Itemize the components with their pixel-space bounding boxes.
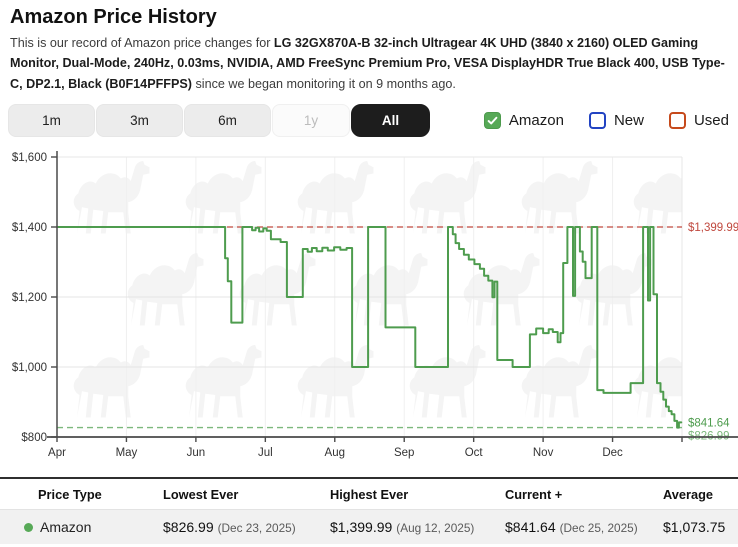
range-3m-button[interactable]: 3m xyxy=(96,104,183,137)
page-title: Amazon Price History xyxy=(10,6,217,28)
y-tick-label: $1,200 xyxy=(12,292,47,304)
range-6m-button[interactable]: 6m xyxy=(184,104,271,137)
price-line-amazon xyxy=(56,226,683,429)
y-tick-label: $1,000 xyxy=(12,362,47,374)
price-history-chart[interactable]: $1,399.99$826.99$841.64$800$1,000$1,200$… xyxy=(0,145,738,463)
highest-price-label: $1,399.99 xyxy=(688,222,738,234)
highest-date: (Aug 12, 2025) xyxy=(396,521,475,535)
price-summary-table: Price Type Lowest Ever Highest Ever Curr… xyxy=(0,477,738,544)
description-suffix: since we began monitoring it on 9 months… xyxy=(191,76,456,91)
x-tick-label: Nov xyxy=(533,447,554,459)
series-legend: Amazon New Used xyxy=(483,104,729,137)
lowest-date: (Dec 23, 2025) xyxy=(217,521,296,535)
column-header-average: Average xyxy=(663,486,714,502)
amazon-checkbox-icon xyxy=(483,112,501,129)
column-header-highest-ever: Highest Ever xyxy=(330,486,409,502)
new-legend-label: New xyxy=(613,112,644,129)
x-tick-label: Jun xyxy=(187,447,206,459)
y-tick-label: $800 xyxy=(21,432,47,444)
chart-grid xyxy=(57,156,683,437)
used-checkbox-icon xyxy=(668,112,686,129)
x-tick-label: Aug xyxy=(325,447,345,459)
used-legend-label: Used xyxy=(693,112,729,129)
x-tick-label: Sep xyxy=(394,447,414,459)
check-icon xyxy=(487,116,498,125)
lowest-ever-cell: $826.99 (Dec 23, 2025) xyxy=(163,519,330,535)
amazon-series-toggle[interactable]: Amazon xyxy=(483,112,564,129)
current-price-label: $841.64 xyxy=(688,417,730,429)
product-description: This is our record of Amazon price chang… xyxy=(10,33,732,94)
table-row-amazon: Amazon $826.99 (Dec 23, 2025) $1,399.99 (A… xyxy=(0,510,738,544)
x-tick-label: Apr xyxy=(48,447,66,459)
current-price-cell: $841.64 (Dec 25, 2025) xyxy=(505,519,663,535)
x-tick-label: Dec xyxy=(602,447,623,459)
lowest-price: $826.99 xyxy=(163,519,214,535)
highest-ever-cell: $1,399.99 (Aug 12, 2025) xyxy=(330,519,505,535)
y-tick-label: $1,600 xyxy=(12,152,47,164)
y-tick-label: $1,400 xyxy=(12,222,47,234)
price-type-label: Amazon xyxy=(40,519,92,535)
product-name: LG 32GX870A-B 32-inch Ultragear 4K UHD (… xyxy=(10,36,725,91)
range-1y-button: 1y xyxy=(272,104,350,137)
amazon-legend-label: Amazon xyxy=(508,112,564,129)
x-tick-label: Oct xyxy=(465,447,484,459)
current-price: $841.64 xyxy=(505,519,556,535)
table-header-row: Price Type Lowest Ever Highest Ever Curr… xyxy=(0,479,738,510)
new-checkbox-icon xyxy=(588,112,606,129)
range-1m-button[interactable]: 1m xyxy=(8,104,95,137)
column-header-current: Current + xyxy=(505,486,563,502)
used-series-toggle[interactable]: Used xyxy=(668,112,729,129)
column-header-price-type: Price Type xyxy=(38,486,102,502)
average-price-cell: $1,073.75 xyxy=(663,519,738,535)
highest-price: $1,399.99 xyxy=(330,519,393,535)
amazon-series-dot-icon xyxy=(24,522,33,532)
description-prefix: This is our record of Amazon price chang… xyxy=(10,36,274,50)
current-date: (Dec 25, 2025) xyxy=(559,521,638,535)
x-tick-label: May xyxy=(116,447,138,459)
range-all-button[interactable]: All xyxy=(351,104,430,137)
x-tick-label: Jul xyxy=(258,447,273,459)
column-header-lowest-ever: Lowest Ever xyxy=(163,486,239,502)
new-series-toggle[interactable]: New xyxy=(588,112,644,129)
average-price: $1,073.75 xyxy=(663,519,726,535)
range-button-group: 1m 3m 6m 1y All xyxy=(8,104,430,137)
camel-watermark xyxy=(73,161,682,418)
